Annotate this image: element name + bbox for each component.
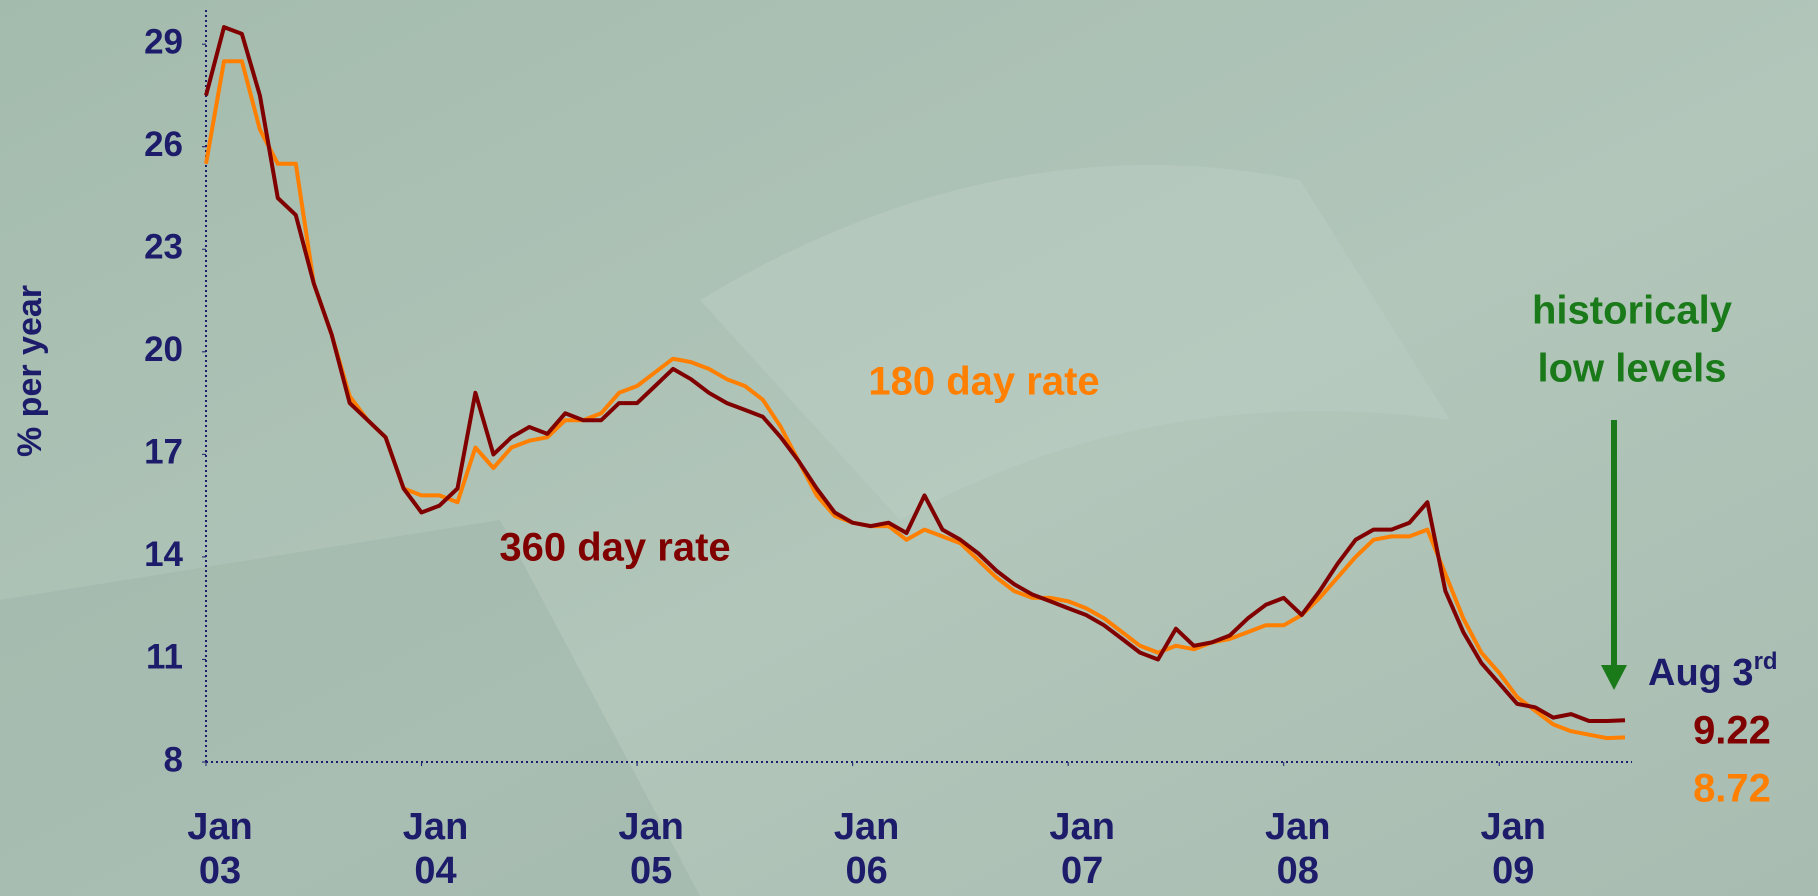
y-tick-label: 17 [144, 433, 183, 472]
y-tick-label: 8 [164, 740, 183, 779]
annotation: low levels [1538, 347, 1727, 391]
y-axis-label: % per year [11, 285, 49, 457]
y-tick-label: 20 [144, 330, 183, 369]
end-value: 9.22 [1693, 709, 1771, 753]
series-label: 180 day rate [868, 360, 1099, 404]
series-label: 360 day rate [499, 526, 730, 570]
page: {"chart_data": { "type": "line", "y_labe… [0, 0, 1818, 896]
y-tick-label: 29 [144, 22, 183, 61]
y-tick-label: 14 [144, 535, 183, 574]
end-value: 8.72 [1693, 767, 1771, 811]
annotation-sup: rd [1754, 648, 1778, 675]
y-tick-label: 11 [146, 638, 183, 677]
y-tick-label: 23 [144, 228, 183, 267]
y-tick-label: 26 [144, 125, 183, 164]
annotation: historicaly [1532, 289, 1733, 333]
chart: 811141720232629Jan03Jan04Jan05Jan06Jan07… [0, 0, 1818, 896]
